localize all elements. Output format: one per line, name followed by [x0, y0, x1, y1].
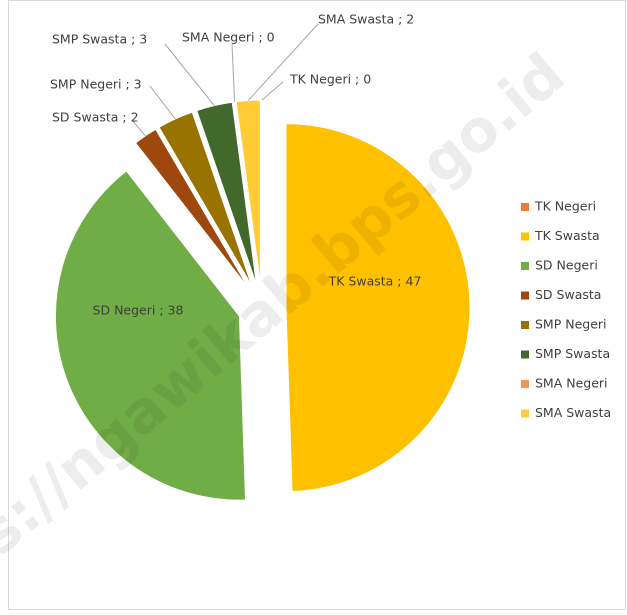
leader-line — [261, 81, 284, 101]
leader-line — [149, 85, 176, 120]
legend-label: TK Negeri — [534, 199, 596, 214]
pie-slice — [134, 128, 249, 289]
legend-label: SMA Negeri — [535, 376, 608, 391]
legend-label: SMP Swasta — [535, 346, 610, 361]
data-label: SD Negeri ; 38 — [93, 303, 184, 318]
chart-frame — [8, 0, 626, 610]
pie-slice — [196, 101, 257, 285]
pie-slice — [54, 170, 247, 501]
data-label: SMA Negeri ; 0 — [182, 30, 275, 45]
legend-swatch — [521, 291, 529, 300]
data-label: SMA Swasta ; 2 — [318, 12, 414, 27]
legend-swatch — [521, 321, 529, 329]
legend-label: SD Swasta — [535, 287, 601, 302]
legend-swatch — [521, 203, 529, 211]
legend-swatch — [521, 232, 529, 241]
legend-label: SD Negeri — [535, 258, 598, 273]
legend-label: TK Swasta — [534, 228, 600, 243]
legend-swatch — [521, 409, 529, 418]
pie-slice — [285, 123, 471, 493]
legend-swatch — [521, 262, 529, 270]
leader-line — [231, 43, 236, 102]
leader-line — [164, 43, 215, 106]
data-label: SMP Swasta ; 3 — [52, 32, 147, 47]
leader-line — [131, 119, 146, 137]
data-label: SMP Negeri ; 3 — [50, 77, 142, 92]
legend-label: SMA Swasta — [535, 405, 611, 420]
leader-line — [247, 23, 319, 101]
legend-swatch — [521, 350, 529, 359]
data-label: TK Swasta ; 47 — [328, 274, 422, 289]
legend-swatch — [521, 380, 529, 388]
legend-label: SMP Negeri — [535, 317, 607, 332]
data-label: SD Swasta ; 2 — [52, 110, 139, 125]
data-label: TK Negeri ; 0 — [289, 72, 371, 87]
